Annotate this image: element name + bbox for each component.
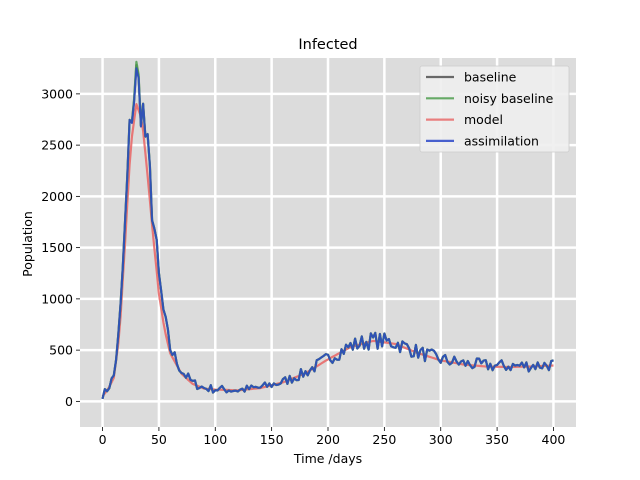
y-tick-label: 1000 [41, 291, 73, 306]
legend-label: assimilation [464, 133, 539, 148]
x-tick-label: 0 [99, 432, 107, 447]
y-tick-label: 2000 [41, 189, 73, 204]
x-tick-label: 150 [260, 432, 284, 447]
legend-label: model [464, 112, 503, 127]
series-layer [101, 60, 554, 400]
x-tick-label: 100 [203, 432, 227, 447]
x-tick-label: 250 [372, 432, 396, 447]
legend-label: baseline [464, 70, 517, 85]
legend-label: noisy baseline [464, 91, 554, 106]
y-tick-label: 1500 [41, 240, 73, 255]
x-tick-label: 50 [151, 432, 167, 447]
y-tick-label: 3000 [41, 86, 73, 101]
x-tick-label: 300 [429, 432, 453, 447]
legend-box [419, 65, 570, 153]
series-line-assimilation [101, 67, 554, 400]
y-tick-label: 0 [65, 394, 73, 409]
y-axis-ticks: 0 500 1000 1500 2000 2500 3000 [41, 86, 80, 409]
x-tick-label: 200 [316, 432, 340, 447]
x-tick-label: 350 [485, 432, 509, 447]
y-tick-label: 500 [49, 343, 73, 358]
y-axis-label: Population [20, 211, 35, 277]
x-axis-label: Time /days [293, 451, 362, 466]
x-tick-label: 400 [542, 432, 566, 447]
legend: baseline noisy baseline model assimilation [419, 65, 570, 153]
chart-title: Infected [298, 37, 357, 53]
y-tick-label: 2500 [41, 138, 73, 153]
x-axis-ticks: 0 50 100 150 200 250 300 350 400 [99, 427, 566, 447]
